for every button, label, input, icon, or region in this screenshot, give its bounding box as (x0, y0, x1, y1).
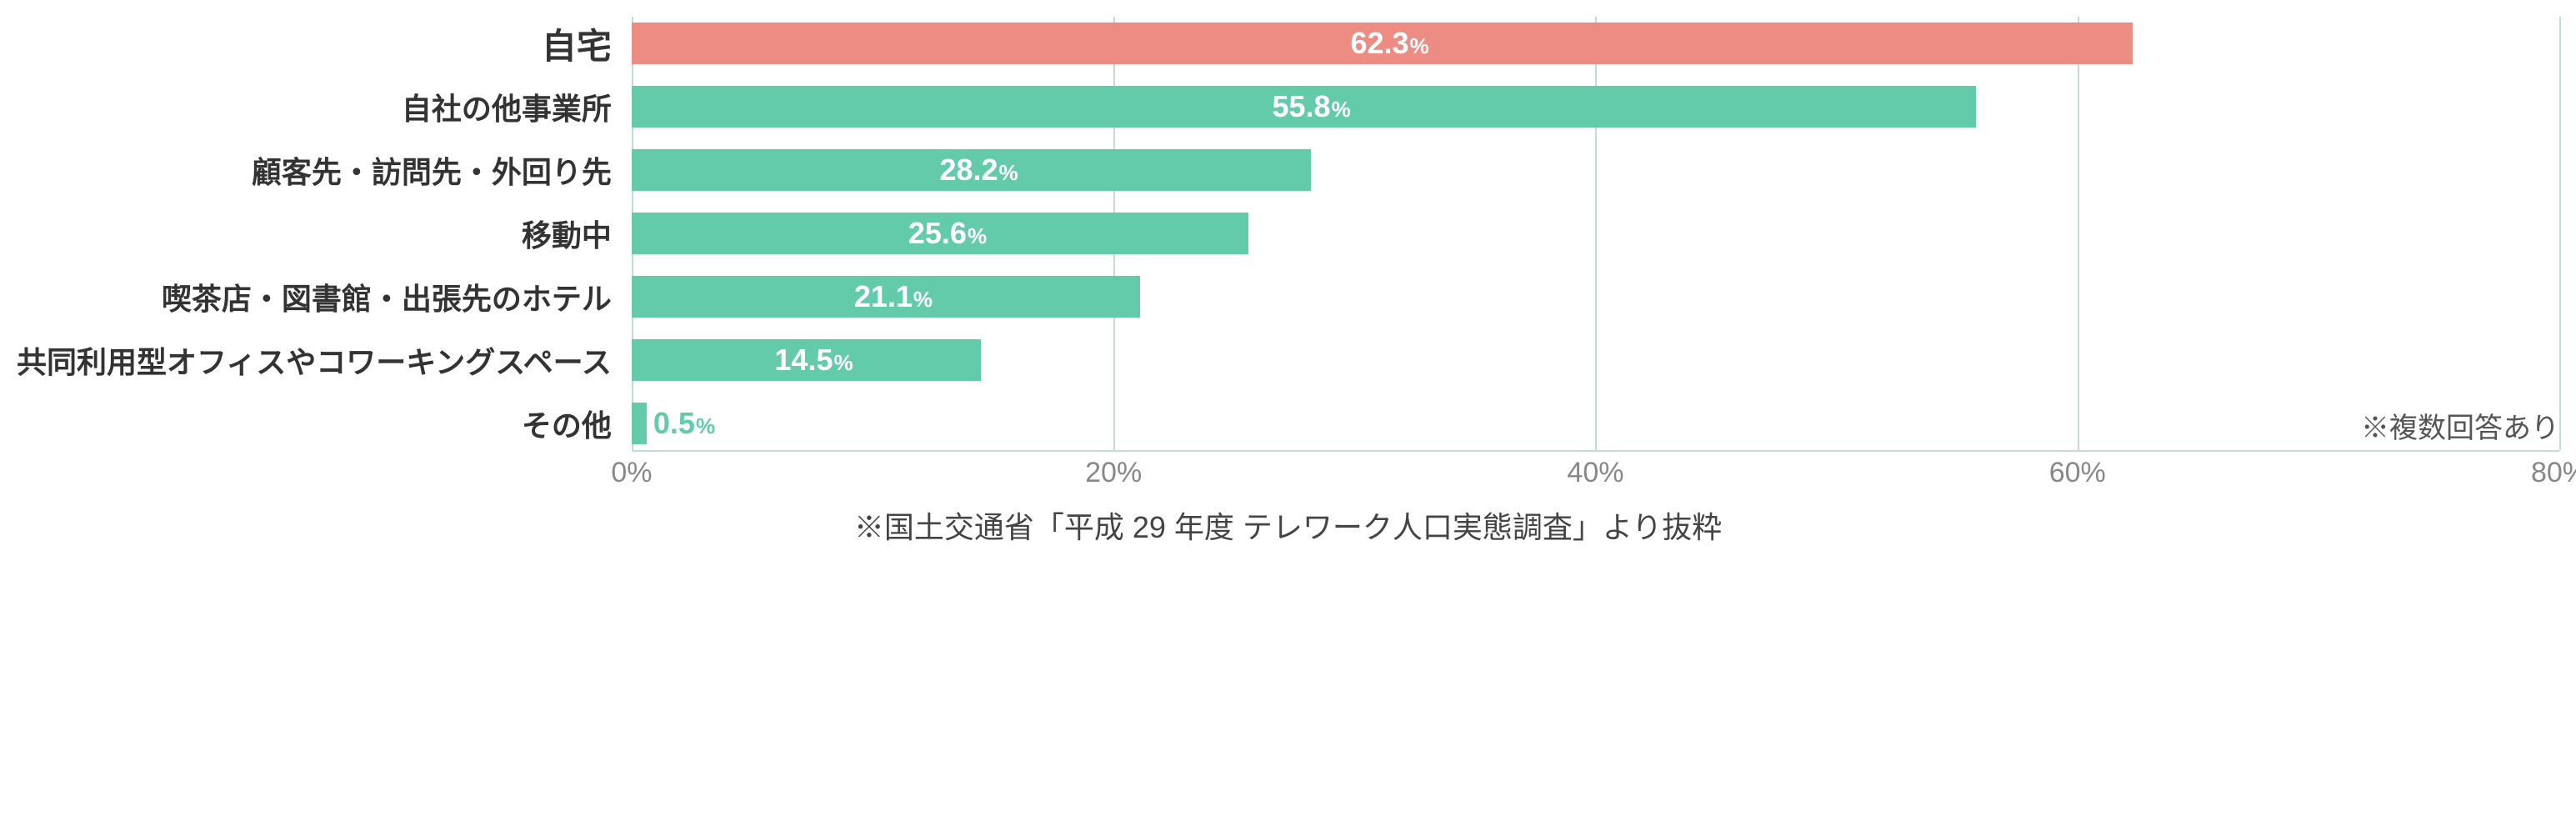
bar: 62.3% (632, 23, 2133, 64)
bar: 28.2% (632, 149, 1311, 191)
category-label: その他 (17, 397, 612, 450)
source-footnote: ※国土交通省「平成 29 年度 テレワーク人口実態調査」より抜粋 (17, 503, 2559, 547)
bar-row: 14.5% (632, 333, 2559, 387)
category-label: 自宅 (17, 17, 612, 70)
category-label: 自社の他事業所 (17, 80, 612, 133)
axis-tick-label: 0% (611, 457, 652, 489)
bar-row: 62.3% (632, 17, 2559, 70)
bar-value: 21.1% (854, 279, 933, 314)
x-axis: 0%20%40%60%80% (632, 450, 2559, 497)
bar: 25.6% (632, 213, 1248, 254)
bar-value: 28.2% (939, 153, 1018, 188)
bar-row: 28.2% (632, 143, 2559, 197)
bar-row: 21.1% (632, 270, 2559, 323)
bar: 21.1% (632, 276, 1140, 318)
gridline (2559, 17, 2561, 450)
bar-row: 55.8% (632, 80, 2559, 133)
bar (632, 403, 647, 444)
plot-area: ※複数回答あり 62.3%55.8% 28.2% 25.6% 21.1%14.5% 0.… (632, 17, 2559, 450)
category-label: 移動中 (17, 207, 612, 260)
category-label: 喫茶店・図書館・出張先のホテル (17, 270, 612, 323)
telework-location-chart: 自宅自社の他事業所顧客先・訪問先・外回り先移動中喫茶店・図書館・出張先のホテル共… (17, 17, 2559, 547)
category-label: 共同利用型オフィスやコワーキングスペース (17, 333, 612, 387)
bar-row: 0.5% (632, 397, 2559, 450)
bar: 14.5% (632, 339, 981, 381)
bar: 55.8% (632, 86, 1976, 128)
axis-tick-label: 60% (2049, 457, 2106, 489)
multiple-answers-note: ※複数回答あり (2361, 405, 2559, 446)
category-label: 顧客先・訪問先・外回り先 (17, 143, 612, 197)
plot-column: ※複数回答あり 62.3%55.8% 28.2% 25.6% 21.1%14.5% 0.… (632, 17, 2559, 497)
bar-value: 55.8% (1272, 89, 1350, 124)
axis-tick-label: 80% (2531, 457, 2576, 489)
axis-tick-label: 20% (1085, 457, 1142, 489)
bar-row: 25.6% (632, 207, 2559, 260)
bar-value: 0.5% (653, 406, 715, 441)
bar-value: 25.6% (908, 216, 987, 251)
bar-value: 62.3% (1350, 26, 1428, 61)
category-labels-column: 自宅自社の他事業所顧客先・訪問先・外回り先移動中喫茶店・図書館・出張先のホテル共… (17, 17, 632, 497)
bar-value: 14.5% (774, 343, 853, 378)
axis-tick-label: 40% (1567, 457, 1623, 489)
